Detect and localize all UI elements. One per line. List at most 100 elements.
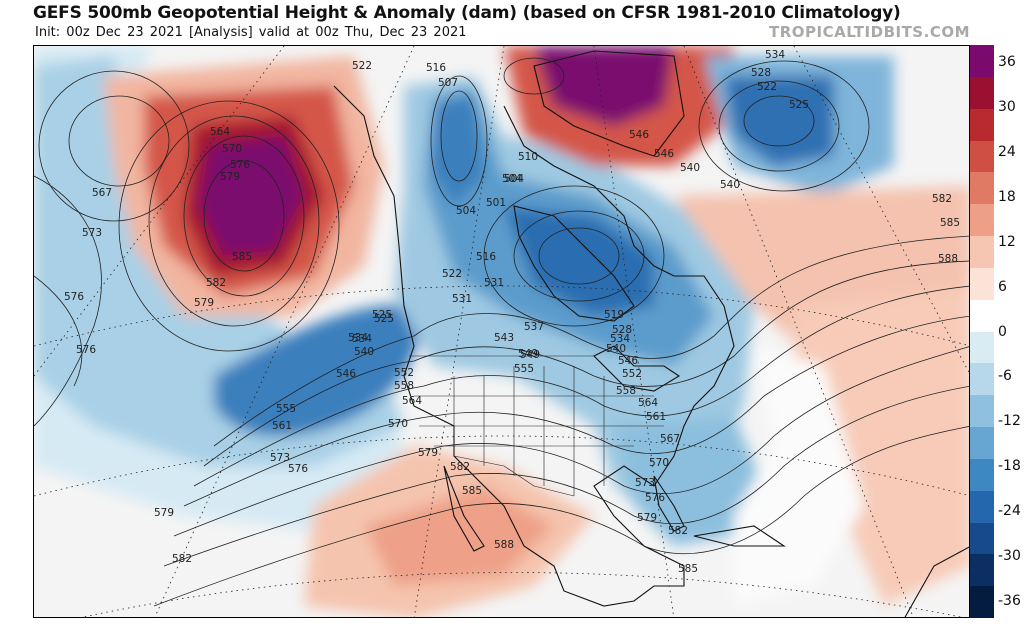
colorbar-segment [970,522,994,555]
graticule-layer [34,46,969,617]
contour-label: 567 [92,187,112,199]
anomaly-hudson-core [429,96,484,206]
coastline-layer [333,50,969,617]
colorbar-segment [970,45,994,78]
contour-label: 585 [678,563,698,575]
colorbar-segment [970,586,994,619]
contour-label: 576 [645,492,665,504]
anomaly-greenland-core [534,46,674,126]
height-contour-layer [34,57,969,607]
contour-label: 522 [352,60,372,72]
colorbar-segment [970,140,994,173]
contour-label: 540 [354,346,374,358]
height-contour [118,100,340,352]
colorbar-tick-label: 6 [998,278,1007,295]
colorbar-segment [970,458,994,492]
colorbar-segment [970,267,994,301]
contour-label: 570 [388,418,408,430]
contour-label: 501 [486,197,506,209]
colorbar-segment [970,204,994,237]
height-contour [698,60,870,192]
contour-label: 582 [932,193,952,205]
site-watermark[interactable]: TROPICALTIDBITS.COM [769,23,970,41]
contour-label: 540 [720,179,740,191]
height-contour [193,285,969,487]
height-contour [213,235,969,447]
longitude-line [154,46,415,617]
contour-label: 525 [374,313,394,325]
anomaly-southeast-us [614,416,764,546]
great-lakes-outline [593,345,681,392]
contour-label: 546 [654,148,674,160]
contour-label: 552 [394,367,414,379]
contour-label: 546 [618,355,638,367]
africa-coastline [904,546,969,617]
hudson-bay-outline [513,205,635,322]
contour-label: 534 [610,333,630,345]
colorbar-tick-label: -6 [998,368,1012,385]
height-contour [513,210,645,302]
map-canvas: 522 516 507 534 528 522 525 525 531 504 … [34,46,969,617]
colorbar-tick-label: 12 [998,233,1016,250]
height-contour [173,346,969,537]
contour-label: 564 [210,126,230,138]
height-contour [503,57,565,95]
contour-label: 564 [638,397,658,409]
anomaly-east-pacific-trough [214,304,420,437]
contour-label: 576 [76,344,96,356]
contour-label: 579 [154,507,174,519]
colorbar-tick-label: -12 [998,413,1021,430]
greenland-outline [533,50,685,157]
colorbar-tick-label: -18 [998,458,1021,475]
contour-label: 582 [450,461,470,473]
contour-label: 567 [660,433,680,445]
latitude-line [81,572,963,617]
height-contour [718,80,840,172]
us-mexico-border [453,455,575,497]
contour-label: 528 [751,67,771,79]
contour-label: 573 [270,452,290,464]
height-contour [34,175,102,427]
colorbar-tick-label: -36 [998,593,1021,609]
contour-label: 585 [462,485,482,497]
chart-title: GEFS 500mb Geopotential Height & Anomaly… [33,3,901,23]
contour-label: 534 [765,49,785,61]
contour-label: 585 [232,251,252,263]
contour-label: 546 [629,129,649,141]
latitude-line [34,285,969,347]
contour-label: 582 [668,525,688,537]
contour-label: 534 [352,333,372,345]
colorbar-tick-label: 18 [998,188,1016,205]
contour-label: 582 [172,553,192,565]
anomaly-east-atlantic-pos [794,286,969,606]
height-contour [203,160,285,272]
contour-label: 579 [418,447,438,459]
contour-label: 573 [82,227,102,239]
colorbar-segment [970,395,994,428]
colorbar-segment [970,76,994,110]
contour-label: 546 [336,368,356,380]
anomaly-neutral-east [734,346,864,606]
height-contour [440,90,478,182]
colorbar-segment [970,363,994,396]
contour-label: 555 [276,403,296,415]
contour-label: 543 [494,332,514,344]
baja-california-outline [443,465,485,552]
colorbar-tick-label: 0 [998,323,1007,340]
colorbar-segment [970,331,994,364]
latitude-line [34,435,969,497]
contour-label: 558 [616,385,636,397]
contour-label: 585 [940,217,960,229]
contour-label: 519 [604,309,624,321]
colorbar-segment [970,108,994,141]
height-contour [38,70,190,222]
colorbar-segment [970,172,994,205]
height-contour [183,315,969,507]
colorbar-tick-label: 36 [998,54,1016,70]
contour-label: 525 [372,309,392,321]
colorbar-tick-label: -30 [998,548,1021,565]
contour-label: 576 [288,463,308,475]
contour-label: 555 [514,363,534,375]
colorbar-segment [970,427,994,460]
longitude-line [793,46,969,374]
